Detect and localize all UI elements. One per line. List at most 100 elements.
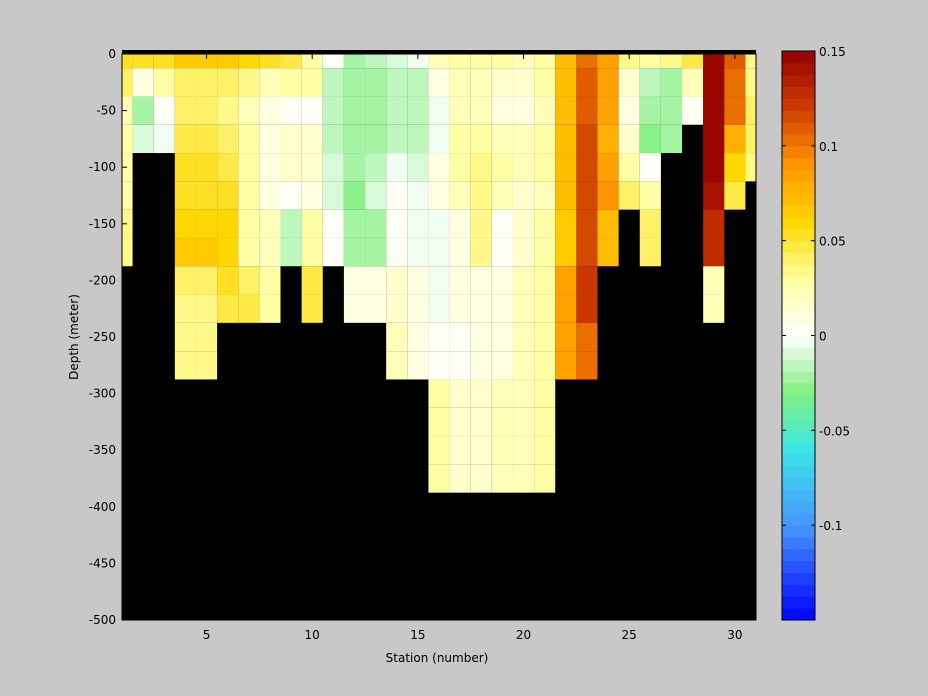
heatmap-cell: [449, 351, 471, 380]
heatmap-cell: [470, 124, 492, 154]
heatmap-cell: [407, 237, 429, 267]
heatmap-cell: [639, 153, 661, 182]
heatmap-cell: [365, 209, 387, 238]
heatmap-cell: [491, 68, 513, 97]
heatmap-cell: [534, 379, 556, 408]
y-axis-label: Depth (meter): [67, 294, 81, 380]
heatmap-cell: [449, 464, 471, 493]
heatmap-cell: [217, 68, 239, 97]
heatmap-cell: [555, 96, 577, 125]
heatmap-cell: [428, 96, 450, 125]
colorbar-tick-label: -0.1: [819, 519, 842, 533]
heatmap-cell: [153, 96, 175, 125]
heatmap-cell: [618, 54, 640, 69]
colorbar-tick-label: 0.05: [819, 235, 846, 249]
colorbar-segment: [782, 252, 815, 265]
heatmap-cell: [639, 209, 661, 238]
heatmap-cell: [534, 322, 556, 352]
heatmap-cell: [365, 294, 387, 323]
heatmap-cell: [491, 266, 513, 295]
heatmap-cell: [407, 351, 429, 380]
heatmap-cell: [259, 237, 281, 267]
heatmap-cell: [639, 54, 661, 69]
heatmap-cell: [122, 68, 133, 97]
heatmap-cell: [703, 237, 725, 267]
heatmap-cell: [597, 68, 619, 97]
heatmap-cell: [174, 181, 196, 210]
colorbar-segment: [782, 145, 815, 159]
heatmap-cell: [259, 294, 281, 323]
heatmap-cell: [682, 96, 704, 125]
heatmap-cell: [195, 209, 218, 238]
heatmap-cell: [491, 96, 513, 125]
heatmap-cell: [639, 124, 661, 154]
colorbar-segment: [782, 98, 815, 111]
heatmap-cell: [534, 181, 556, 210]
heatmap-cell: [217, 181, 239, 210]
heatmap-cell: [491, 181, 513, 210]
heatmap-cell: [322, 237, 344, 267]
colorbar-tick-label: 0.15: [819, 45, 846, 59]
heatmap-cell: [280, 54, 302, 69]
heatmap-cell: [724, 181, 746, 210]
heatmap-cell: [512, 153, 535, 182]
y-tick-label: -100: [89, 160, 116, 174]
heatmap-cell: [449, 407, 471, 437]
heatmap-cell: [195, 153, 218, 182]
heatmap-cell: [470, 407, 492, 437]
heatmap-cell: [724, 96, 746, 125]
heatmap-cell: [470, 153, 492, 182]
heatmap-cell: [238, 68, 260, 97]
heatmap-cell: [555, 153, 577, 182]
heatmap-cell: [428, 436, 450, 465]
heatmap-cell: [132, 124, 154, 154]
heatmap-cell: [745, 54, 756, 69]
heatmap-cell: [301, 68, 323, 97]
colorbar-segment: [782, 264, 815, 277]
colorbar-tick-label: -0.05: [819, 424, 850, 438]
heatmap-cell: [534, 237, 556, 267]
heatmap-cell: [174, 68, 196, 97]
heatmap-cell: [153, 68, 175, 97]
heatmap-cell: [343, 181, 366, 210]
heatmap-cell: [428, 181, 450, 210]
heatmap-cell: [639, 237, 661, 267]
heatmap-cell: [386, 237, 408, 267]
heatmap-cell: [217, 54, 239, 69]
heatmap-cell: [174, 96, 196, 125]
colorbar-segment: [782, 205, 815, 218]
heatmap-cell: [301, 96, 323, 125]
heatmap-cell: [470, 237, 492, 267]
heatmap-cell: [343, 68, 366, 97]
heatmap-cell: [576, 237, 598, 267]
heatmap-cell: [618, 153, 640, 182]
colorbar-segment: [782, 382, 815, 396]
colorbar-segment: [782, 371, 815, 384]
heatmap-cell: [449, 266, 471, 295]
heatmap-cell: [428, 322, 450, 352]
heatmap-cell: [153, 124, 175, 154]
heatmap-cell: [512, 322, 535, 352]
heatmap-cell: [174, 209, 196, 238]
colorbar-segment: [782, 477, 815, 491]
heatmap-cell: [259, 209, 281, 238]
colorbar-segment: [782, 394, 815, 408]
heatmap-cell: [195, 96, 218, 125]
heatmap-cell: [132, 54, 154, 69]
heatmap-cell: [122, 237, 133, 267]
heatmap-cell: [122, 209, 133, 238]
heatmap-cell: [470, 266, 492, 295]
heatmap-cell: [449, 181, 471, 210]
colorbar-segment: [782, 181, 815, 194]
heatmap-cell: [639, 181, 661, 210]
heatmap-cell: [512, 436, 535, 465]
heatmap-cell: [470, 54, 492, 69]
heatmap-cell: [407, 181, 429, 210]
heatmap-cell: [280, 124, 302, 154]
heatmap-cell: [322, 209, 344, 238]
x-axis: 5 10 15 20 25 30: [203, 54, 743, 642]
colorbar-segment: [782, 62, 815, 76]
heatmap-cell: [386, 209, 408, 238]
heatmap-cell: [238, 181, 260, 210]
heatmap-cell: [407, 96, 429, 125]
